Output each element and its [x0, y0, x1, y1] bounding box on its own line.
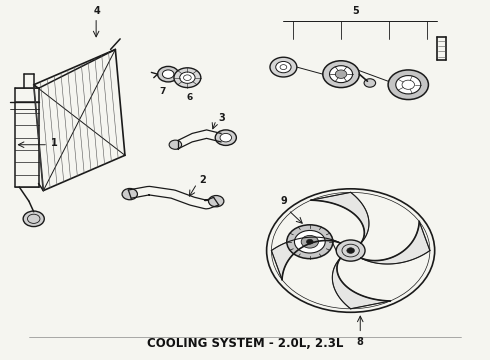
Text: 7: 7	[159, 86, 166, 95]
Text: 2: 2	[199, 175, 206, 185]
Circle shape	[158, 66, 179, 82]
Circle shape	[122, 189, 137, 200]
Circle shape	[169, 140, 182, 149]
Circle shape	[294, 230, 325, 253]
Circle shape	[323, 61, 359, 87]
Text: 5: 5	[352, 6, 359, 16]
Text: 8: 8	[357, 337, 364, 347]
Circle shape	[276, 62, 291, 73]
Circle shape	[364, 79, 376, 87]
Text: COOLING SYSTEM - 2.0L, 2.3L: COOLING SYSTEM - 2.0L, 2.3L	[147, 337, 343, 350]
Circle shape	[396, 76, 421, 94]
Circle shape	[306, 239, 313, 244]
Circle shape	[162, 70, 174, 78]
Circle shape	[335, 70, 347, 78]
Circle shape	[174, 68, 201, 87]
Circle shape	[270, 57, 297, 77]
Circle shape	[209, 195, 224, 207]
Polygon shape	[332, 258, 390, 309]
Text: 1: 1	[50, 138, 57, 148]
Polygon shape	[361, 221, 430, 264]
Polygon shape	[311, 192, 369, 243]
Circle shape	[388, 70, 428, 100]
Text: 9: 9	[280, 197, 287, 207]
Circle shape	[336, 240, 365, 261]
Text: 4: 4	[94, 6, 100, 16]
Circle shape	[301, 235, 319, 248]
Circle shape	[287, 225, 333, 259]
Circle shape	[347, 248, 354, 253]
Polygon shape	[271, 237, 341, 280]
Circle shape	[215, 130, 236, 145]
Text: 3: 3	[219, 113, 225, 123]
Circle shape	[180, 72, 195, 83]
Circle shape	[220, 134, 232, 142]
Circle shape	[329, 66, 353, 83]
Text: 6: 6	[187, 93, 193, 102]
Circle shape	[23, 211, 44, 226]
